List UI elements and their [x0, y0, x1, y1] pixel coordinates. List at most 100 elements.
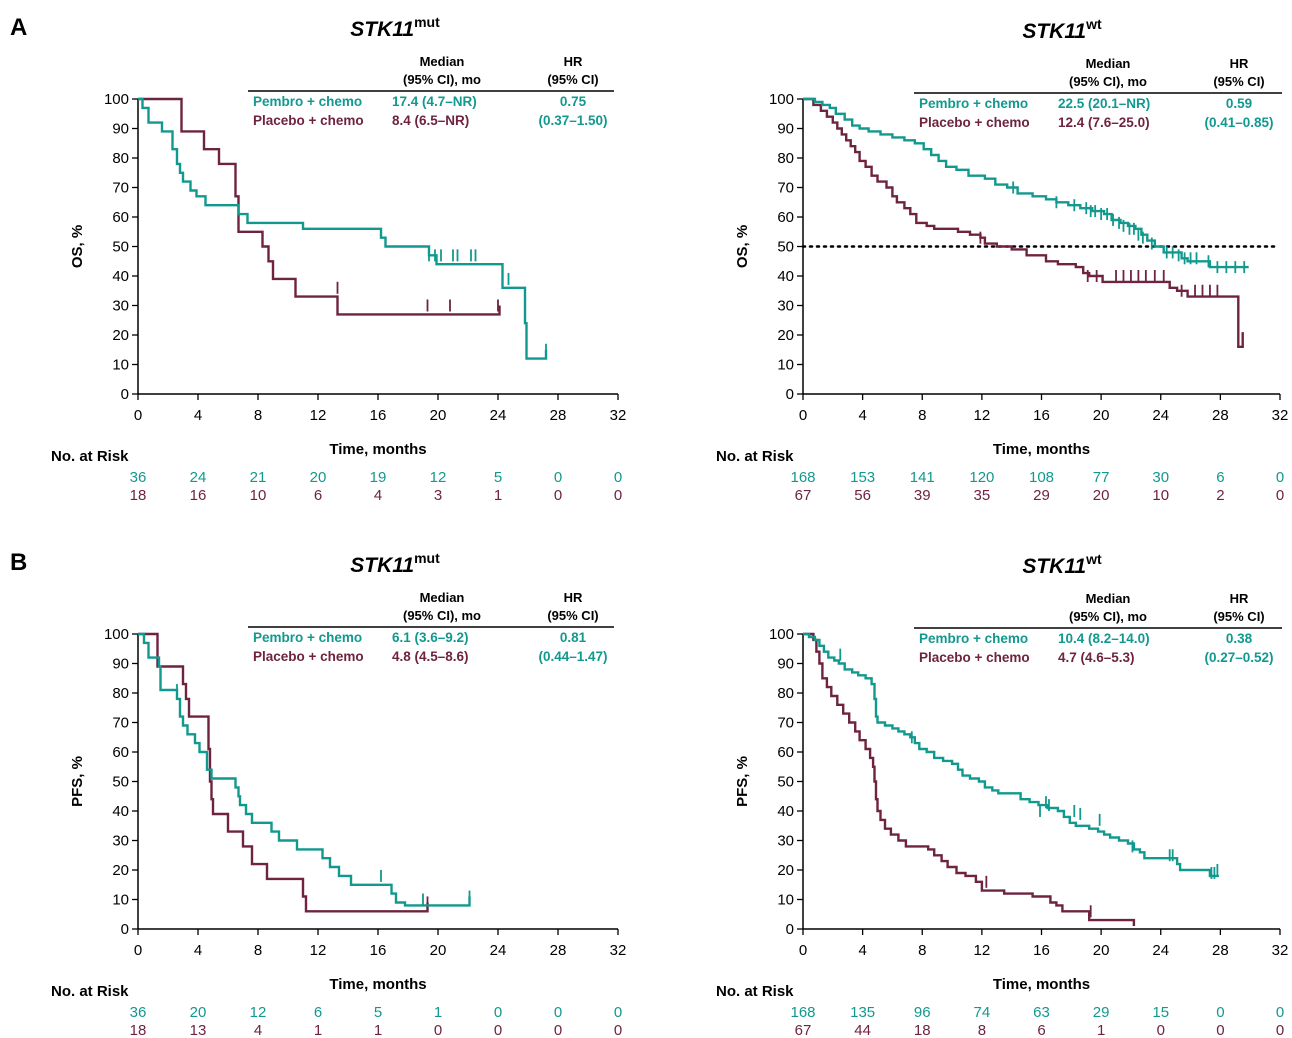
x-axis-label: Time, months [993, 441, 1090, 458]
x-tick-label: 12 [310, 942, 327, 959]
risk-pembro-count: 168 [790, 469, 815, 486]
risk-pembro-count: 29 [1093, 1004, 1110, 1021]
y-tick-label: 80 [777, 150, 794, 167]
x-tick-label: 28 [550, 942, 567, 959]
x-tick-label: 24 [1152, 407, 1169, 424]
legend-pembro-label: Pembro + chemo [253, 94, 362, 109]
x-tick-label: 8 [254, 942, 262, 959]
y-tick-label: 10 [777, 892, 794, 909]
legend-placebo-label: Placebo + chemo [253, 649, 364, 664]
legend-pembro-median: 10.4 (8.2–14.0) [1058, 631, 1150, 646]
y-tick-label: 20 [112, 327, 129, 344]
risk-placebo-count: 2 [1216, 487, 1224, 504]
legend-pembro-hr: 0.81 [560, 630, 587, 645]
risk-pembro-count: 20 [310, 469, 327, 486]
y-tick-label: 10 [112, 357, 129, 374]
risk-placebo-count: 0 [1216, 1022, 1224, 1038]
y-tick-label: 40 [777, 268, 794, 285]
x-tick-label: 32 [610, 942, 627, 959]
x-tick-label: 28 [550, 407, 567, 424]
section-label-B: B [10, 549, 27, 576]
risk-placebo-count: 8 [978, 1022, 986, 1038]
legend-header-hr-ci: (95% CI) [547, 608, 598, 623]
y-tick-label: 20 [777, 862, 794, 879]
section-label-A: A [10, 14, 27, 41]
y-tick-label: 50 [112, 239, 129, 256]
y-tick-label: 50 [777, 239, 794, 256]
y-tick-label: 70 [777, 715, 794, 732]
risk-pembro-count: 24 [190, 469, 207, 486]
y-tick-label: 90 [777, 121, 794, 138]
risk-pembro-count: 0 [554, 469, 562, 486]
y-tick-label: 80 [777, 685, 794, 702]
y-tick-label: 50 [777, 774, 794, 791]
y-tick-label: 80 [112, 685, 129, 702]
risk-table-label: No. at Risk [716, 983, 794, 1000]
risk-placebo-count: 35 [974, 487, 991, 504]
risk-placebo-count: 16 [190, 487, 207, 504]
legend-header-hr: HR [564, 590, 583, 605]
risk-pembro-count: 12 [430, 469, 447, 486]
legend-pembro-median: 6.1 (3.6–9.2) [392, 630, 469, 645]
risk-placebo-count: 6 [1037, 1022, 1045, 1038]
km-panel-4: STK11wt Median (95% CI), mo HR (95% CI) Pembr… [716, 551, 1288, 1038]
legend-pembro-label: Pembro + chemo [919, 96, 1028, 111]
x-tick-label: 20 [430, 407, 447, 424]
x-tick-label: 16 [370, 407, 387, 424]
y-tick-label: 20 [777, 327, 794, 344]
legend-placebo-label: Placebo + chemo [253, 113, 364, 128]
risk-pembro-count: 21 [250, 469, 267, 486]
y-tick-label: 90 [112, 121, 129, 138]
pembro-survival-curve [803, 97, 1249, 269]
x-tick-label: 8 [254, 407, 262, 424]
risk-pembro-count: 168 [790, 1004, 815, 1021]
y-tick-label: 90 [112, 656, 129, 673]
pembro-survival-curve [803, 632, 1219, 878]
x-tick-label: 16 [1033, 407, 1050, 424]
legend-header-median: Median [1086, 56, 1131, 71]
risk-pembro-count: 5 [374, 1004, 382, 1021]
y-tick-label: 0 [786, 921, 794, 938]
x-tick-label: 32 [1272, 407, 1289, 424]
placebo-survival-curve [138, 97, 501, 316]
y-tick-label: 100 [769, 91, 794, 108]
panel-title: STK11wt [1022, 551, 1102, 578]
y-tick-label: 30 [777, 298, 794, 315]
x-tick-label: 20 [1093, 942, 1110, 959]
y-tick-label: 0 [121, 921, 129, 938]
legend-header-median-ci: (95% CI), mo [403, 608, 481, 623]
legend-pembro-median: 22.5 (20.1–NR) [1058, 96, 1150, 111]
risk-placebo-count: 6 [314, 487, 322, 504]
placebo-survival-curve [803, 97, 1244, 348]
risk-pembro-count: 36 [130, 1004, 147, 1021]
legend-header-median-ci: (95% CI), mo [1069, 74, 1147, 89]
x-axis-label: Time, months [329, 441, 426, 458]
risk-pembro-count: 0 [1276, 1004, 1284, 1021]
legend-placebo-median: 4.8 (4.5–8.6) [392, 649, 469, 664]
panel-title: STK11mut [350, 550, 440, 577]
risk-pembro-count: 12 [250, 1004, 267, 1021]
x-tick-label: 0 [134, 407, 142, 424]
km-panel-2: STK11wt Median (95% CI), mo HR (95% CI) Pembr… [716, 16, 1288, 504]
x-tick-label: 12 [310, 407, 327, 424]
x-tick-label: 12 [974, 942, 991, 959]
x-tick-label: 32 [610, 407, 627, 424]
pembro-survival-curve [138, 632, 471, 907]
risk-pembro-count: 19 [370, 469, 387, 486]
legend-header-hr-ci: (95% CI) [1213, 609, 1264, 624]
risk-placebo-count: 3 [434, 487, 442, 504]
risk-placebo-count: 56 [854, 487, 871, 504]
placebo-survival-curve [138, 632, 429, 913]
x-tick-label: 8 [918, 407, 926, 424]
y-tick-label: 30 [777, 833, 794, 850]
legend-header-median: Median [420, 54, 465, 69]
y-axis-label: PFS, % [734, 756, 751, 807]
risk-placebo-count: 67 [795, 1022, 812, 1038]
risk-placebo-count: 39 [914, 487, 931, 504]
legend-header-hr: HR [1230, 591, 1249, 606]
legend-header-median-ci: (95% CI), mo [1069, 609, 1147, 624]
x-tick-label: 28 [1212, 942, 1229, 959]
legend-header-median: Median [420, 590, 465, 605]
km-panel-1: STK11mut Median (95% CI), mo HR (95% CI) Pemb… [51, 14, 626, 504]
risk-placebo-count: 1 [374, 1022, 382, 1038]
